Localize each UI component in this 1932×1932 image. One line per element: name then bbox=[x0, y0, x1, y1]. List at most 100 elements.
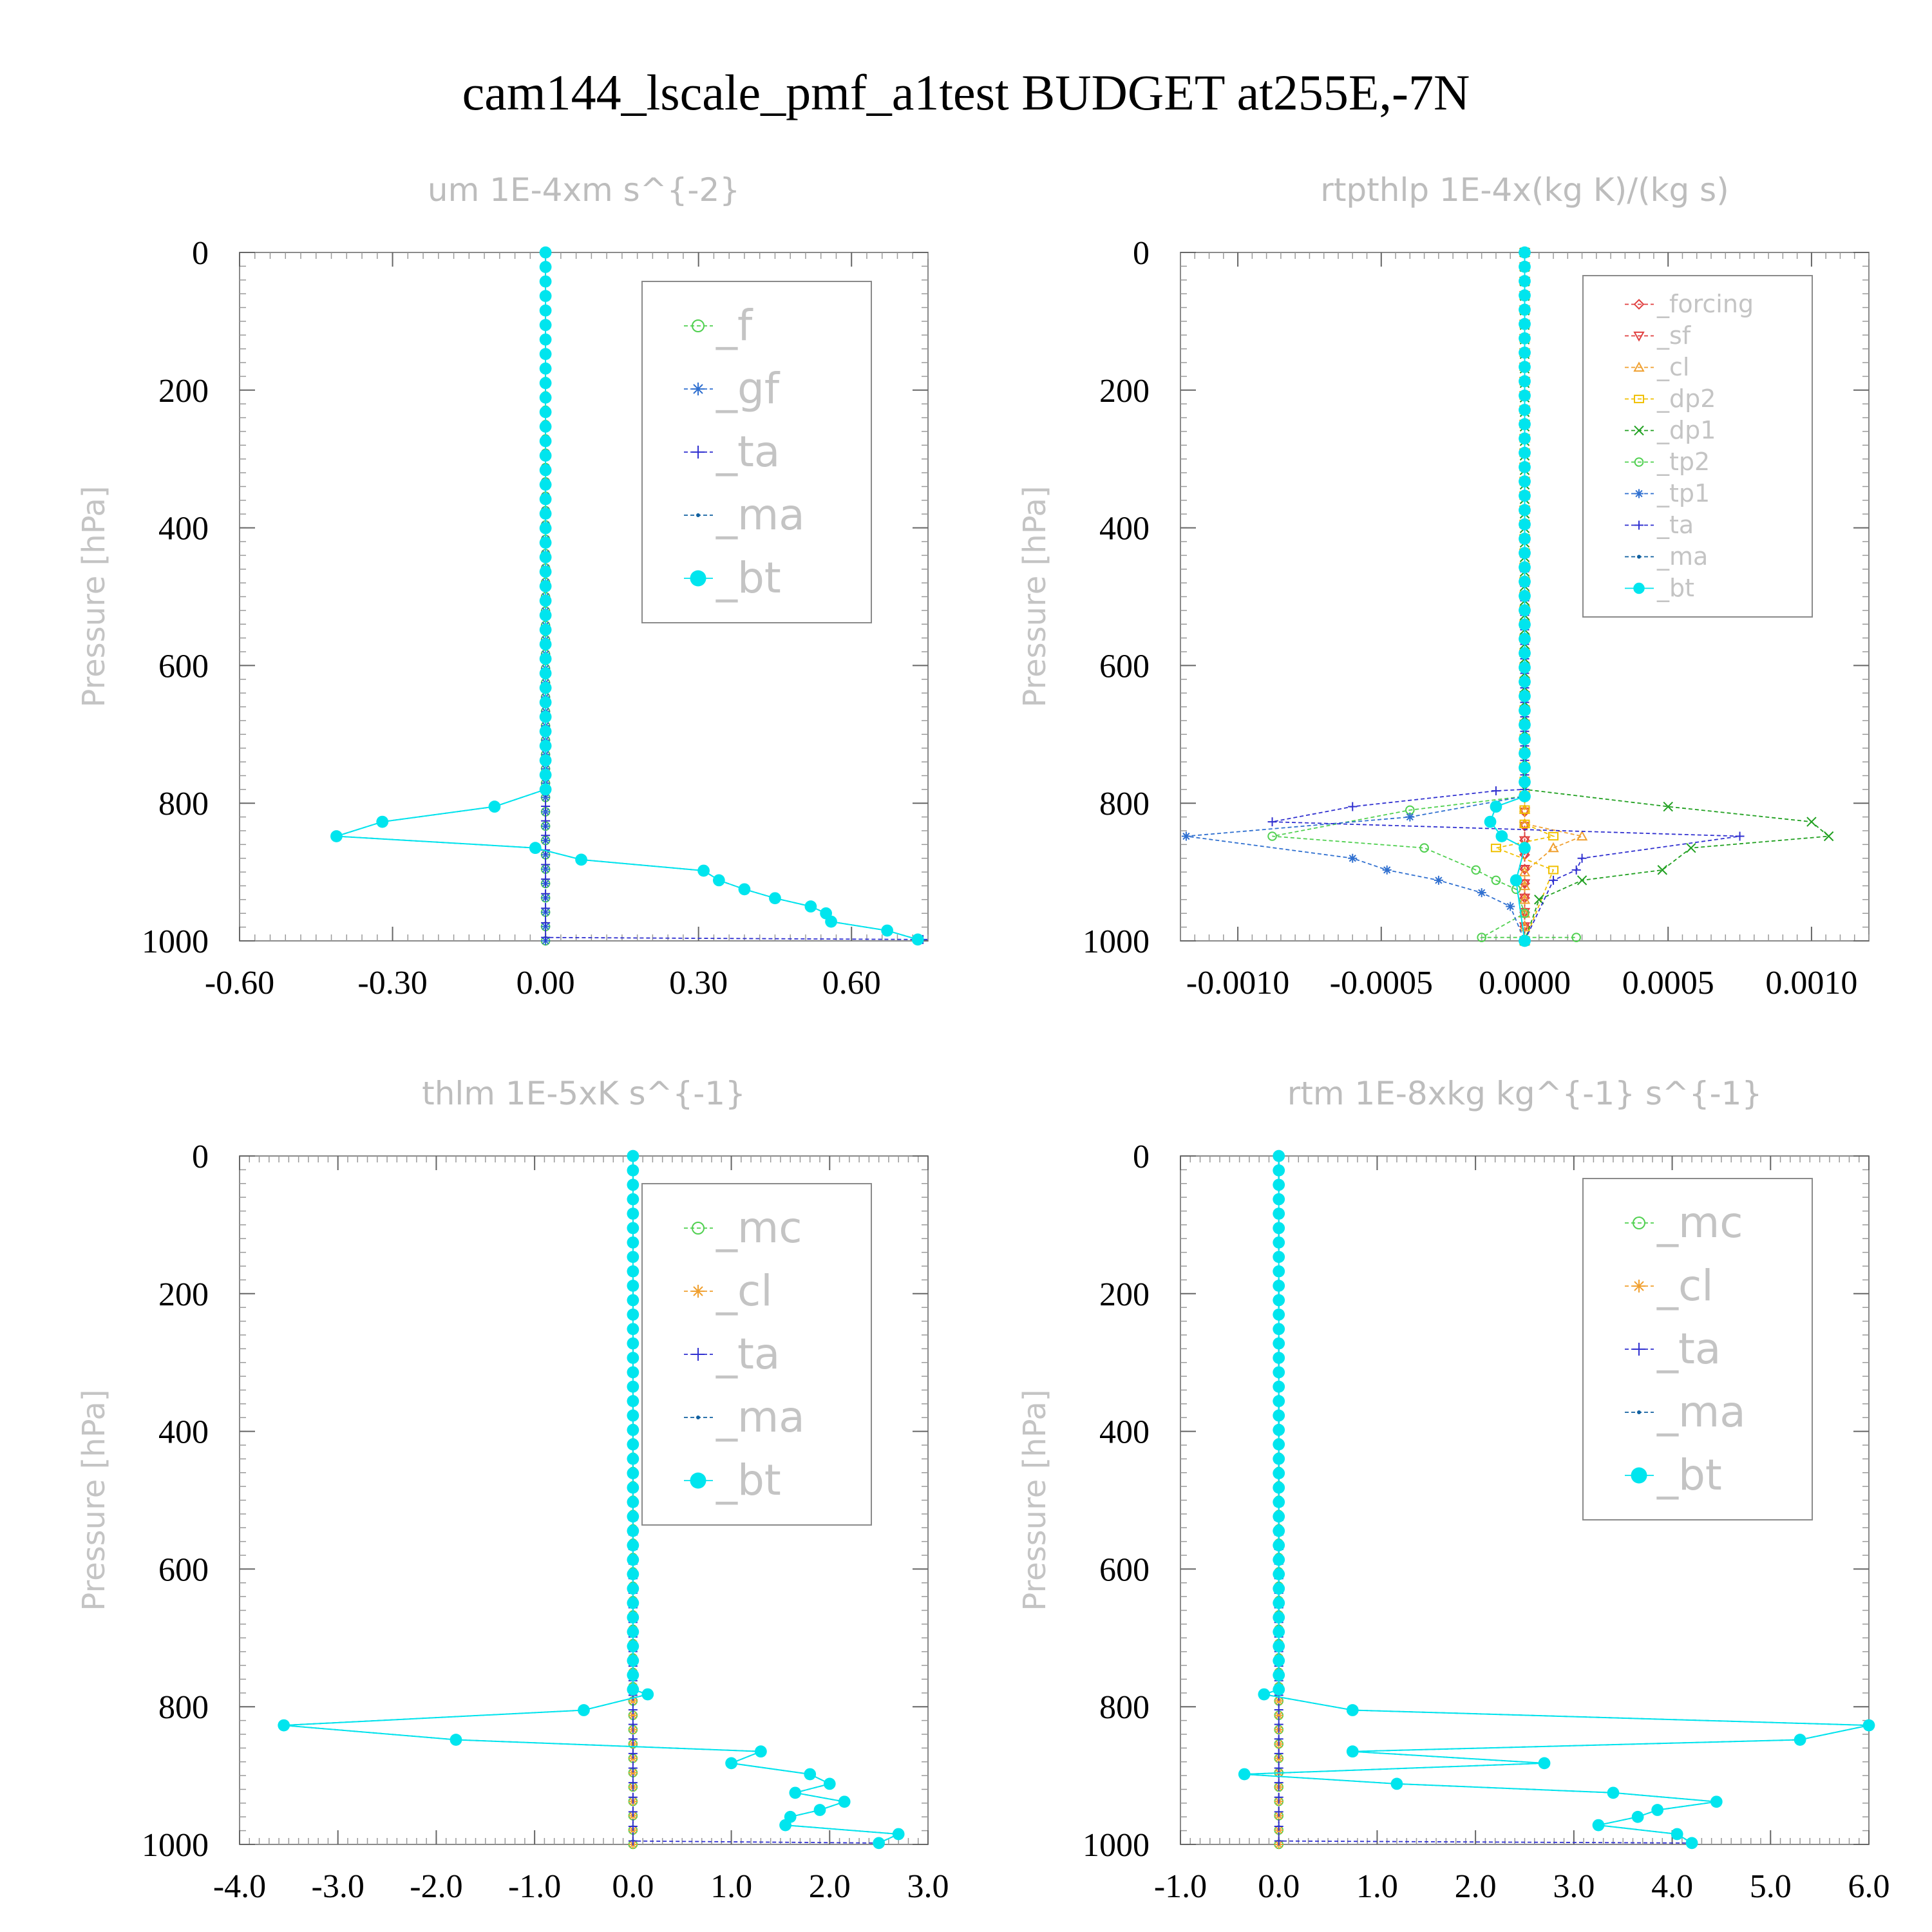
data-point bbox=[541, 864, 551, 874]
data-point bbox=[627, 1553, 639, 1566]
data-point bbox=[539, 478, 552, 491]
data-point bbox=[1519, 561, 1531, 574]
data-point bbox=[1273, 1640, 1285, 1653]
data-point bbox=[539, 522, 552, 535]
data-point bbox=[627, 1567, 639, 1580]
chart-panel-2: rtpthlp 1E-4x(kg K)/(kg s) Pressure [hPa]… bbox=[1017, 171, 1870, 1001]
legend: _mc _cl _ta _ma _bt bbox=[1582, 1178, 1813, 1520]
legend-label: _dp1 bbox=[1656, 416, 1716, 444]
data-point bbox=[627, 1150, 639, 1162]
data-point bbox=[1519, 489, 1531, 502]
data-point bbox=[1548, 866, 1559, 875]
data-point bbox=[1273, 1669, 1285, 1681]
data-point bbox=[1491, 875, 1501, 886]
legend-entry-f: _f bbox=[684, 301, 753, 350]
legend-entry-cl: _cl bbox=[1625, 1261, 1714, 1311]
data-point bbox=[1273, 1251, 1285, 1264]
data-point bbox=[1273, 1265, 1285, 1278]
y-tick-label: 600 bbox=[158, 648, 209, 685]
x-tick-label: 0.0 bbox=[612, 1868, 654, 1905]
data-point bbox=[627, 1193, 639, 1206]
data-point bbox=[539, 638, 552, 650]
data-point bbox=[1519, 361, 1531, 374]
data-point bbox=[1471, 865, 1481, 875]
data-point bbox=[1405, 812, 1415, 822]
data-point bbox=[738, 883, 751, 896]
data-point bbox=[1506, 902, 1515, 911]
data-point bbox=[1519, 475, 1531, 488]
data-point bbox=[1274, 1696, 1283, 1706]
data-point bbox=[539, 290, 552, 302]
data-point bbox=[1238, 1768, 1251, 1781]
data-point bbox=[539, 377, 552, 390]
y-tick-label: 600 bbox=[158, 1551, 209, 1588]
data-point bbox=[1519, 690, 1531, 703]
data-point bbox=[1862, 1719, 1875, 1732]
data-point bbox=[539, 464, 552, 477]
data-point bbox=[697, 864, 710, 877]
data-point bbox=[1273, 1308, 1285, 1321]
data-point bbox=[1273, 1452, 1285, 1465]
data-point bbox=[627, 1496, 639, 1508]
data-point bbox=[1274, 1807, 1283, 1817]
data-point bbox=[541, 918, 551, 928]
data-point bbox=[628, 1822, 638, 1832]
y-tick-label: 1000 bbox=[1083, 923, 1150, 960]
data-point bbox=[1686, 842, 1696, 853]
data-point bbox=[627, 1164, 639, 1177]
y-tick-label: 1000 bbox=[142, 1827, 209, 1864]
data-point bbox=[1519, 404, 1531, 416]
legend: _f _gf _ta _ma _bt bbox=[641, 281, 872, 623]
data-point bbox=[1273, 1164, 1285, 1177]
data-point bbox=[1273, 1395, 1285, 1408]
chart-panel-3: thlm 1E-5xK s^{-1} Pressure [hPa] -4.0 -3.0… bbox=[76, 1075, 949, 1905]
x-tick-label: 3.0 bbox=[1553, 1868, 1595, 1905]
data-point bbox=[278, 1719, 290, 1732]
data-point bbox=[627, 1280, 639, 1292]
chart-panels: um 1E-4xm s^{-2} Pressure [hPa] -0.60 -0.30… bbox=[76, 171, 1890, 1905]
data-point bbox=[539, 333, 552, 346]
x-tick-label: -1.0 bbox=[508, 1868, 561, 1905]
data-point bbox=[539, 319, 552, 332]
legend-label: _cl bbox=[1656, 353, 1689, 381]
data-point bbox=[1273, 1683, 1285, 1696]
data-point bbox=[627, 1409, 639, 1422]
data-point bbox=[539, 652, 552, 665]
data-point bbox=[539, 783, 552, 796]
data-point bbox=[539, 623, 552, 636]
data-point bbox=[769, 892, 781, 905]
data-point bbox=[1548, 842, 1559, 853]
data-point bbox=[541, 807, 551, 817]
legend-entry-ta: _ta bbox=[1625, 511, 1694, 539]
data-point bbox=[804, 900, 817, 913]
legend-label: _ta bbox=[1656, 511, 1694, 539]
data-point bbox=[1519, 432, 1531, 445]
legend-entry-cl: _cl bbox=[684, 1266, 773, 1316]
data-point bbox=[1651, 1804, 1664, 1816]
data-point bbox=[1273, 1179, 1285, 1191]
x-tick-label: 0.30 bbox=[669, 965, 728, 1001]
x-tick-label: -0.30 bbox=[357, 965, 427, 1001]
data-point bbox=[1519, 880, 1531, 891]
x-tick-label: 1.0 bbox=[710, 1868, 752, 1905]
data-point bbox=[1519, 346, 1531, 359]
data-point bbox=[1519, 805, 1530, 814]
data-point bbox=[1274, 1763, 1283, 1773]
data-point bbox=[539, 725, 552, 738]
chart-panel-1: um 1E-4xm s^{-2} Pressure [hPa] -0.60 -0.30… bbox=[76, 171, 929, 1001]
data-point bbox=[539, 609, 552, 621]
data-point bbox=[539, 435, 552, 448]
y-tick-label: 200 bbox=[1099, 1276, 1150, 1313]
legend-entry-ma: _ma bbox=[1625, 1387, 1746, 1437]
data-point bbox=[1273, 1337, 1285, 1350]
data-point bbox=[1346, 1745, 1359, 1758]
data-point bbox=[1495, 830, 1508, 842]
y-tick-label: 200 bbox=[158, 1276, 209, 1313]
data-point bbox=[1273, 1625, 1285, 1638]
data-point bbox=[1346, 1704, 1359, 1716]
data-point bbox=[627, 1179, 639, 1191]
data-point bbox=[1382, 865, 1392, 875]
data-point bbox=[1273, 1236, 1285, 1249]
data-point bbox=[627, 1308, 639, 1321]
